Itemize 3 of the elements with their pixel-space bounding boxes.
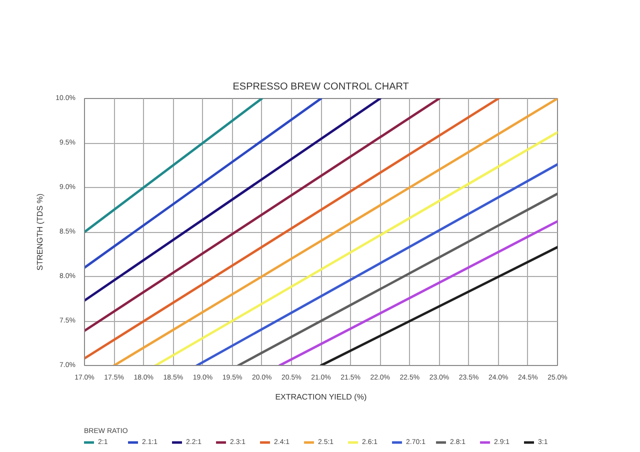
chart-title: ESPRESSO BREW CONTROL CHART — [232, 82, 409, 92]
y-axis-title: STRENGTH (TDS %) — [36, 193, 45, 270]
x-axis-title: EXTRACTION YIELD (%) — [275, 392, 367, 402]
